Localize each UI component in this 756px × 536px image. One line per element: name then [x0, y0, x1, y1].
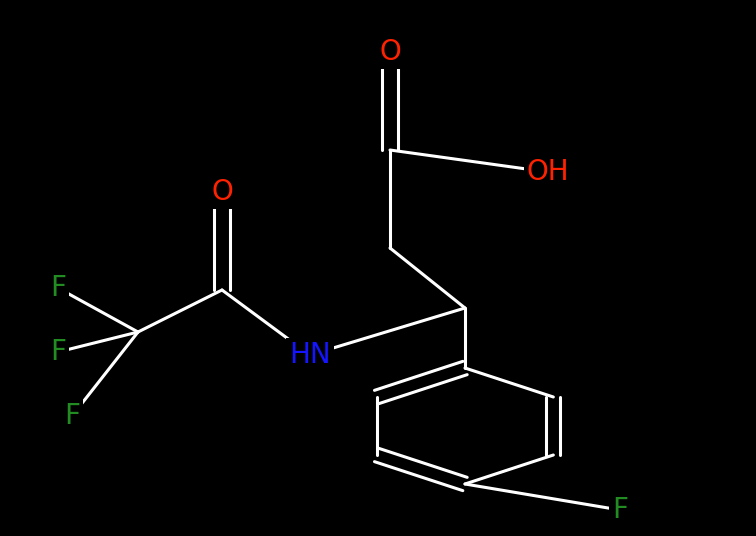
- Text: O: O: [211, 178, 233, 206]
- Text: O: O: [379, 38, 401, 66]
- Text: F: F: [50, 338, 66, 366]
- Text: F: F: [50, 274, 66, 302]
- Text: HN: HN: [290, 341, 331, 369]
- Text: F: F: [612, 496, 628, 524]
- Text: F: F: [64, 402, 80, 430]
- Text: OH: OH: [527, 158, 569, 186]
